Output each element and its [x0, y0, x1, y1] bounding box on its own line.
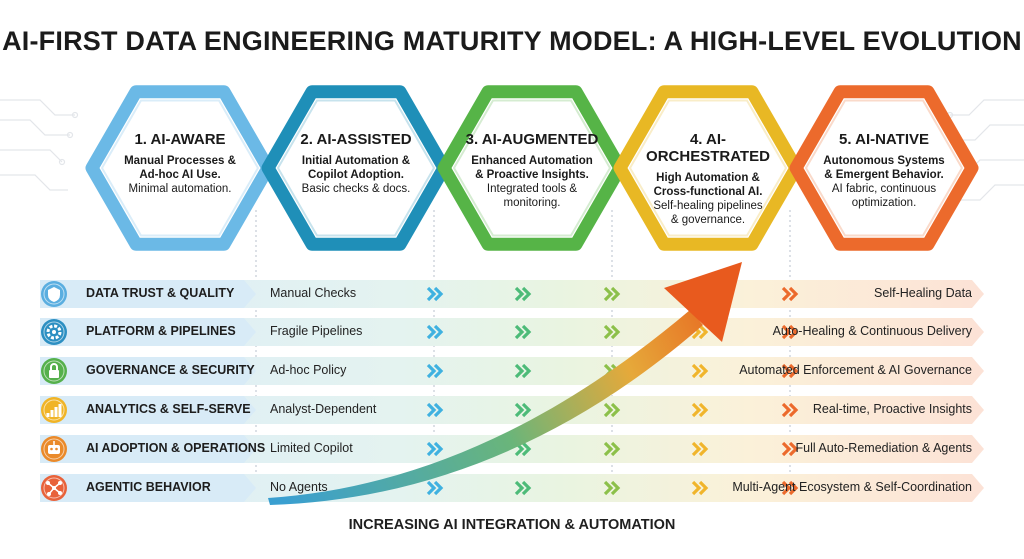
stage-description-line: Autonomous Systems: [823, 155, 945, 167]
chevron-icon: [514, 480, 532, 496]
bar-chart-icon: [41, 397, 67, 423]
stage-hexagons: [85, 85, 979, 251]
stage-description-line: Manual Processes &: [124, 155, 236, 167]
gear-icon: [41, 319, 67, 345]
dimension-end-state: Self-Healing Data: [874, 286, 972, 300]
footer-caption: INCREASING AI INTEGRATION & AUTOMATION: [348, 517, 676, 533]
chevron-icon: [603, 324, 621, 340]
chevron-icon: [426, 480, 444, 496]
stage-description-line: Cross-functional AI.: [653, 186, 763, 198]
stage-name: 1. AI-AWARE: [134, 131, 226, 148]
chevron-icon: [514, 363, 532, 379]
stage-description-line: Enhanced Automation: [471, 155, 593, 167]
stage-subtext-line: monitoring.: [503, 197, 561, 209]
dimension-band: [40, 357, 984, 385]
dimension-label: ANALYTICS & SELF-SERVE: [86, 402, 251, 416]
chevron-icon: [691, 441, 709, 457]
chevron-icon: [691, 402, 709, 418]
stage-description-line: Initial Automation &: [301, 155, 411, 167]
chevron-icon: [514, 402, 532, 418]
stage-name: 3. AI-AUGMENTED: [465, 131, 599, 148]
stage-name: 5. AI-NATIVE: [838, 131, 929, 148]
robot-icon: [41, 436, 67, 462]
stage-subtext-line: & governance.: [670, 214, 746, 226]
stage-subtext-line: Integrated tools &: [486, 183, 578, 195]
dimension-end-state: Multi-Agent Ecosystem & Self-Coordinatio…: [732, 480, 972, 494]
dimension-start-state: Ad-hoc Policy: [270, 363, 347, 377]
shield-icon: [41, 281, 67, 307]
stage-1-text: 1. AI-AWARE Manual Processes & Ad-hoc AI U…: [105, 131, 255, 196]
dimension-end-state: Real-time, Proactive Insights: [812, 402, 972, 416]
stage-name: 4. AI-ORCHESTRATED: [646, 131, 770, 165]
stage-3-text: 3. AI-AUGMENTED Enhanced Automation & Proa…: [457, 131, 607, 210]
chevron-icon: [603, 402, 621, 418]
stage-subtext-line: Minimal automation.: [128, 183, 232, 195]
dimension-end-state: Auto-Healing & Continuous Delivery: [772, 324, 972, 338]
dimension-end-state: Automated Enforcement & AI Governance: [739, 363, 972, 377]
stage-description-line: High Automation &: [656, 172, 760, 184]
chevron-icon: [514, 286, 532, 302]
chevron-icon: [426, 402, 444, 418]
chevron-icon: [781, 402, 799, 418]
stage-subtext-line: optimization.: [851, 197, 917, 209]
dimension-label: PLATFORM & PIPELINES: [86, 324, 236, 338]
chevron-icon: [426, 363, 444, 379]
dimension-start-state: Manual Checks: [270, 286, 357, 300]
dimension-label: GOVERNANCE & SECURITY: [86, 363, 255, 377]
chevron-icon: [426, 286, 444, 302]
chevron-icon: [781, 324, 799, 340]
stage-hexagon-5: [789, 85, 979, 251]
chevron-icon: [514, 324, 532, 340]
stage-5-text: 5. AI-NATIVE Autonomous Systems & Emergent…: [809, 131, 959, 210]
chevron-icon: [603, 441, 621, 457]
stage-description-line: & Proactive Insights.: [475, 169, 589, 181]
trend-arrow-head: [664, 262, 742, 342]
dimension-start-state: Fragile Pipelines: [270, 324, 363, 338]
stage-subtext-line: AI fabric, continuous: [831, 183, 937, 195]
stage-name: 2. AI-ASSISTED: [300, 131, 412, 148]
network-icon: [41, 475, 67, 501]
stage-description-line: & Emergent Behavior.: [824, 169, 944, 181]
trend-arrow: [268, 262, 742, 505]
chevron-icon: [781, 441, 799, 457]
stage-hexagon-4: [613, 85, 803, 251]
dimension-bands: [40, 280, 984, 502]
stage-subtext-line: Self-healing pipelines: [653, 200, 763, 212]
stage-4-text: 4. AI-ORCHESTRATED High Automation & Cross…: [633, 131, 783, 227]
chevron-icon: [426, 441, 444, 457]
dimension-end-state: Full Auto-Remediation & Agents: [795, 441, 973, 455]
chevron-icon: [426, 324, 444, 340]
dimension-band: [40, 474, 984, 502]
dimension-start-state: No Agents: [270, 480, 328, 494]
chevron-icon: [691, 480, 709, 496]
progress-chevrons: [426, 286, 799, 496]
dimension-band: [40, 318, 984, 346]
stage-description-line: Copilot Adoption.: [307, 169, 404, 181]
dimension-band: [40, 280, 984, 308]
dimension-band: [40, 396, 984, 424]
dimension-start-state: Limited Copilot: [270, 441, 353, 455]
stage-subtext-line: Basic checks & docs.: [301, 183, 411, 195]
stage-2-text: 2. AI-ASSISTED Initial Automation & Copilo…: [281, 131, 431, 196]
stage-hexagon-2: [261, 85, 451, 251]
chevron-icon: [603, 286, 621, 302]
stage-hexagon-1: [85, 85, 275, 251]
chevron-icon: [781, 363, 799, 379]
dimension-icons: [41, 281, 67, 501]
chevron-icon: [691, 363, 709, 379]
dimension-label: AI ADOPTION & OPERATIONS: [86, 441, 266, 455]
dimension-label: AGENTIC BEHAVIOR: [86, 480, 211, 494]
page-title: AI-FIRST DATA ENGINEERING MATURITY MODEL…: [2, 26, 1022, 56]
stage-hexagon-3: [437, 85, 627, 251]
chevron-icon: [781, 480, 799, 496]
dimension-start-state: Analyst-Dependent: [270, 402, 377, 416]
stage-description-line: Ad-hoc AI Use.: [139, 169, 221, 181]
chevron-icon: [603, 480, 621, 496]
lock-icon: [41, 358, 67, 384]
chevron-icon: [781, 286, 799, 302]
dimension-label: DATA TRUST & QUALITY: [86, 286, 235, 300]
